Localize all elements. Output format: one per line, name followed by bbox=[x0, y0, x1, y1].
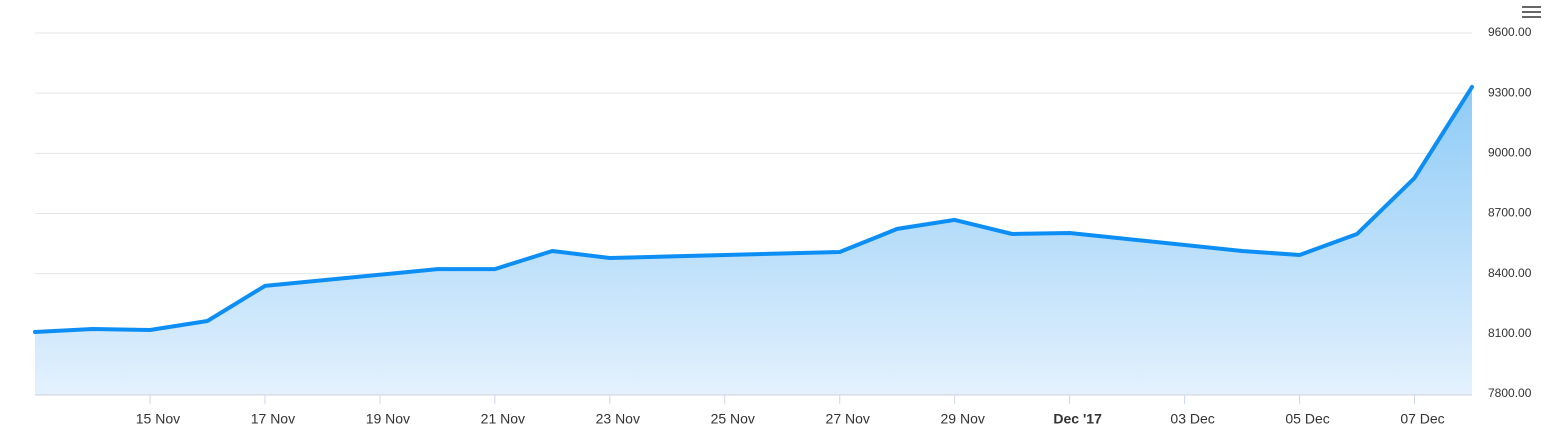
x-tick-label: 05 Dec bbox=[1285, 411, 1329, 427]
x-tick-label: 27 Nov bbox=[826, 411, 870, 427]
x-tick-label: 29 Nov bbox=[941, 411, 985, 427]
x-tick-label: Dec '17 bbox=[1053, 411, 1102, 427]
x-tick-label: 15 Nov bbox=[136, 411, 180, 427]
line bbox=[33, 84, 1474, 334]
menu-button[interactable] bbox=[1520, 4, 1542, 20]
x-tick-label: 21 Nov bbox=[481, 411, 525, 427]
area bbox=[35, 86, 1472, 395]
y-tick-label: 8100.00 bbox=[1488, 326, 1532, 340]
x-tick-label: 23 Nov bbox=[596, 411, 640, 427]
y-tick-label: 8400.00 bbox=[1488, 266, 1532, 280]
x-tick-label: 19 Nov bbox=[366, 411, 410, 427]
x-tick-label: 25 Nov bbox=[711, 411, 755, 427]
y-tick-label: 9600.00 bbox=[1488, 25, 1532, 39]
y-tick-label: 9300.00 bbox=[1488, 85, 1532, 99]
x-tick-label: 17 Nov bbox=[251, 411, 295, 427]
y-tick-label: 9000.00 bbox=[1488, 146, 1532, 160]
y-tick-label: 8700.00 bbox=[1488, 206, 1532, 220]
y-tick-label: 7800.00 bbox=[1488, 386, 1532, 400]
x-tick-label: 07 Dec bbox=[1400, 411, 1444, 427]
x-tick-label: 03 Dec bbox=[1170, 411, 1214, 427]
